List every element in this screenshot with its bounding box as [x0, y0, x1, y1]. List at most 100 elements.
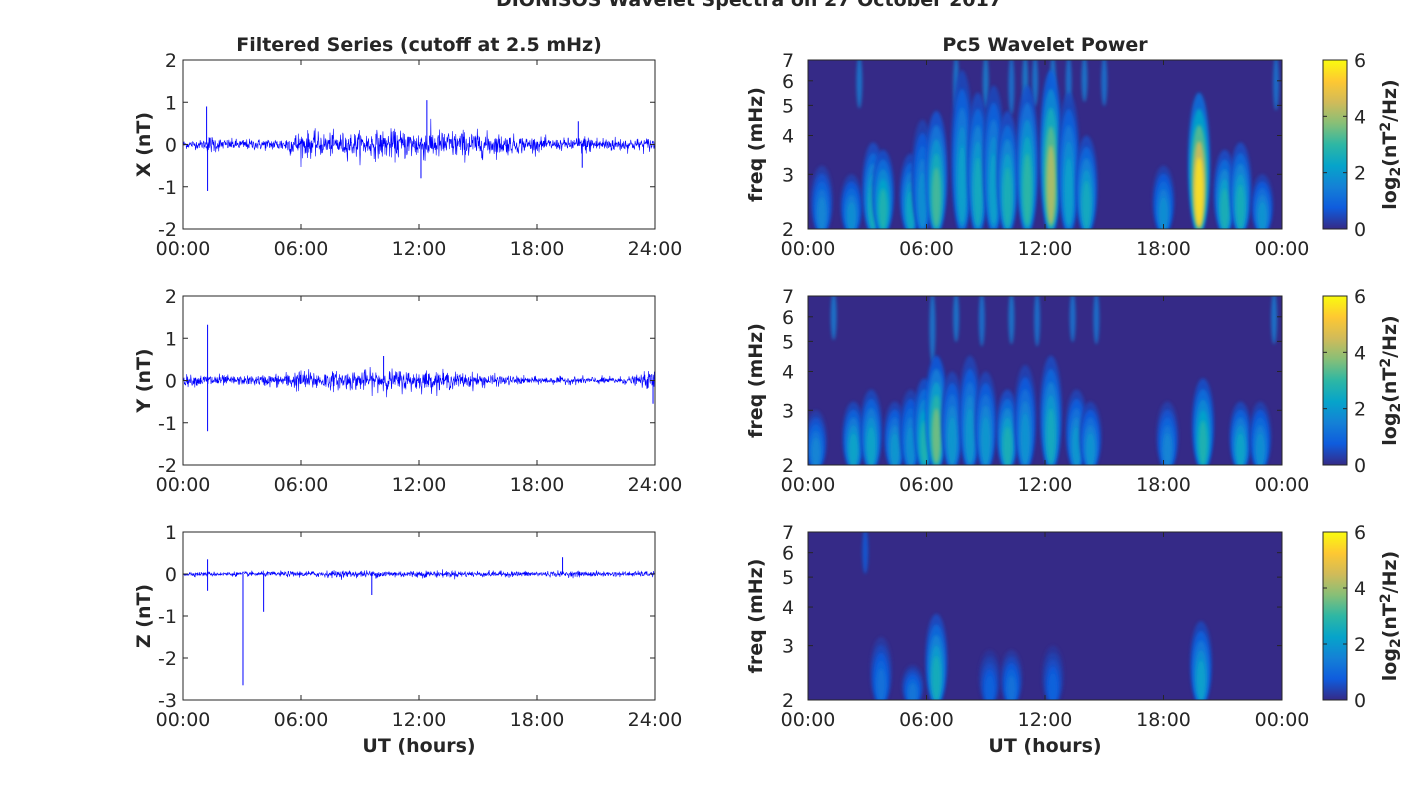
- x-tick-label: 18:00: [1136, 709, 1191, 731]
- power-streak: [856, 60, 863, 109]
- power-streak: [1271, 296, 1278, 345]
- power-burst: [1198, 420, 1208, 465]
- y-tick-label: 5: [782, 331, 794, 353]
- power-burst: [849, 433, 858, 465]
- x-tick-label: 24:00: [628, 238, 683, 260]
- colorbar-2: 6 4 2 0 log2(nT2/Hz): [1322, 286, 1404, 477]
- power-streak: [830, 296, 837, 341]
- data-trace: [182, 569, 656, 580]
- x-tick-label: 06:00: [899, 474, 954, 496]
- y-tick-label: 0: [165, 135, 177, 157]
- x-tick-label: 00:00: [156, 238, 211, 260]
- power-streak: [982, 60, 989, 109]
- data-trace: [182, 118, 656, 167]
- power-streak: [1273, 60, 1280, 111]
- power-burst: [932, 167, 941, 227]
- power-burst: [811, 437, 821, 465]
- y-tick-label: 3: [782, 400, 794, 422]
- power-burst: [1082, 180, 1091, 229]
- colorbar-tick-label: 6: [1354, 286, 1366, 308]
- y-axis-label: freq (mHz): [745, 559, 767, 674]
- y-tick-label: 0: [165, 564, 177, 586]
- y-axis-label: X (nT): [133, 112, 155, 177]
- power-burst: [908, 683, 917, 700]
- x-tick-label: 24:00: [628, 709, 683, 731]
- power-burst: [1236, 433, 1245, 465]
- x-tick-label: 18:00: [1136, 238, 1191, 260]
- x-tick-label: 18:00: [510, 709, 565, 731]
- y-tick-label: 7: [782, 50, 794, 72]
- y-tick-label: 6: [782, 71, 794, 93]
- x-tick-label: 00:00: [1255, 709, 1310, 731]
- colorbar-3: 6 4 2 0 log2(nT2/Hz): [1322, 522, 1404, 712]
- colorbar-tick-label: 0: [1354, 219, 1366, 241]
- power-burst: [965, 408, 975, 464]
- y-tick-label: -1: [158, 413, 177, 435]
- y-tick-label: 4: [782, 125, 794, 147]
- power-streak: [1032, 60, 1039, 107]
- power-streak: [1034, 296, 1041, 347]
- x-tick-label: 00:00: [781, 709, 836, 731]
- power-burst: [1258, 201, 1267, 229]
- x-tick-label: 12:00: [1018, 709, 1073, 731]
- x-tick-label: 00:00: [781, 474, 836, 496]
- y-tick-label: -2: [158, 648, 177, 670]
- power-burst: [867, 426, 876, 465]
- y-tick-label: -2: [158, 455, 177, 477]
- y-tick-label: 4: [782, 361, 794, 383]
- power-burst: [1196, 659, 1206, 700]
- x-tick-label: 00:00: [1255, 474, 1310, 496]
- data-trace: [182, 366, 656, 398]
- power-burst: [1256, 433, 1265, 465]
- power-burst: [1086, 433, 1095, 465]
- x-axis-label: UT (hours): [988, 735, 1101, 757]
- colorbar-tick-label: 4: [1354, 342, 1366, 364]
- colorbar-tick-label: 2: [1354, 634, 1366, 656]
- y-tick-label: 7: [782, 286, 794, 308]
- colorbar-tick-label: 0: [1354, 455, 1366, 477]
- power-burst: [1046, 145, 1056, 225]
- y-tick-label: 1: [165, 92, 177, 114]
- x-tick-label: 06:00: [274, 474, 329, 496]
- x-axis-label: UT (hours): [362, 735, 475, 757]
- x-tick-label: 06:00: [274, 709, 329, 731]
- y-tick-label: 3: [782, 636, 794, 658]
- y-tick-label: 5: [782, 95, 794, 117]
- y-tick-label: 4: [782, 597, 794, 619]
- power-burst: [1163, 433, 1172, 465]
- power-burst: [1194, 157, 1204, 226]
- x-tick-label: 18:00: [1136, 474, 1191, 496]
- power-streak: [1069, 296, 1076, 343]
- power-burst: [947, 416, 957, 465]
- panel-title: Filtered Series (cutoff at 2.5 mHz): [236, 34, 602, 56]
- y-tick-label: 2: [782, 219, 794, 241]
- power-burst: [1064, 157, 1073, 226]
- power-streak: [1008, 296, 1015, 345]
- x-tick-label: 00:00: [1255, 238, 1310, 260]
- colorbar-gradient: [1322, 531, 1348, 701]
- power-streak: [978, 296, 985, 347]
- x-tick-label: 12:00: [392, 238, 447, 260]
- power-burst: [906, 426, 915, 465]
- colorbar-tick-label: 6: [1354, 50, 1366, 72]
- power-streak: [929, 296, 936, 363]
- x-tick-label: 00:00: [781, 238, 836, 260]
- timeseries-panel-1: 2 1 0 -1 -200:00 06:00 12:00 18:00 24:00 X (nT) Fi…: [133, 34, 682, 260]
- colorbar-tick-label: 4: [1354, 106, 1366, 128]
- y-tick-label: 7: [782, 522, 794, 544]
- power-burst: [1072, 426, 1081, 465]
- plot-area: [183, 532, 655, 700]
- power-streak: [1081, 60, 1088, 103]
- x-tick-label: 12:00: [392, 709, 447, 731]
- power-burst: [1021, 413, 1030, 465]
- power-burst: [1003, 167, 1012, 227]
- y-tick-label: 1: [165, 522, 177, 544]
- power-burst: [890, 433, 900, 465]
- colorbar-tick-label: 2: [1354, 163, 1366, 185]
- x-tick-label: 00:00: [156, 474, 211, 496]
- y-tick-label: -1: [158, 606, 177, 628]
- y-tick-label: -2: [158, 219, 177, 241]
